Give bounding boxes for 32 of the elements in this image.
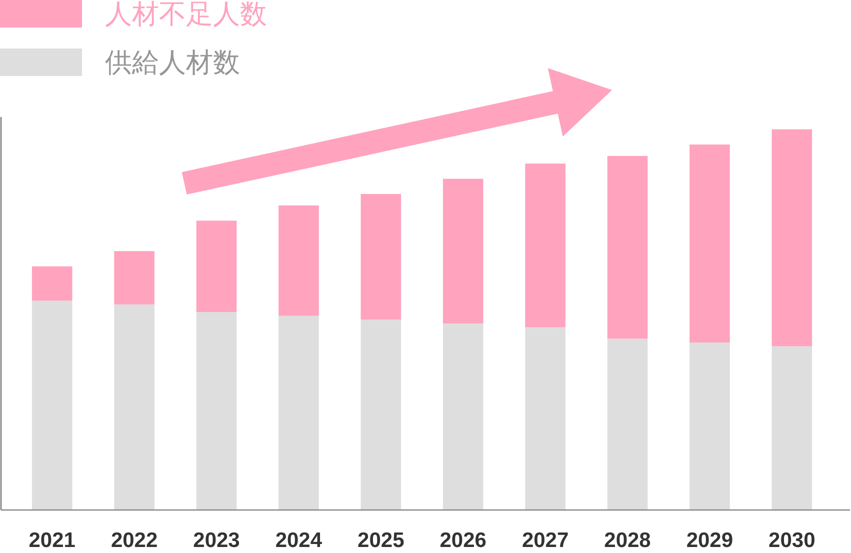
bar [525, 164, 566, 328]
bar [772, 346, 812, 510]
bar [442, 323, 484, 510]
bar [772, 129, 812, 346]
bar [32, 300, 72, 510]
bar [114, 304, 154, 510]
x-tick-label: 2028 [604, 529, 652, 552]
x-tick-label: 2030 [768, 529, 816, 552]
bar [525, 327, 566, 510]
x-tick-label: 2024 [275, 529, 322, 552]
bar [278, 316, 319, 510]
x-tick-label: 2029 [686, 529, 734, 552]
bar [278, 205, 319, 316]
x-tick-label: 2022 [110, 529, 158, 552]
bar [196, 220, 237, 312]
x-tick-label: 2026 [440, 529, 486, 552]
bar [360, 194, 402, 320]
bar [690, 342, 730, 510]
bar [607, 156, 648, 339]
legend-label: 人材不足人数 [105, 0, 267, 29]
x-tick-label: 2021 [28, 529, 76, 552]
bar [114, 251, 154, 304]
legend-label: 供給人材数 [105, 48, 240, 78]
x-tick-label: 2027 [522, 529, 569, 552]
bar [196, 312, 237, 510]
bar [360, 320, 402, 510]
bar [690, 144, 730, 342]
x-tick-label: 2023 [193, 529, 240, 552]
x-tick-label: 2025 [358, 529, 405, 552]
bar [442, 178, 484, 324]
bar [32, 266, 72, 301]
bar [607, 338, 648, 510]
